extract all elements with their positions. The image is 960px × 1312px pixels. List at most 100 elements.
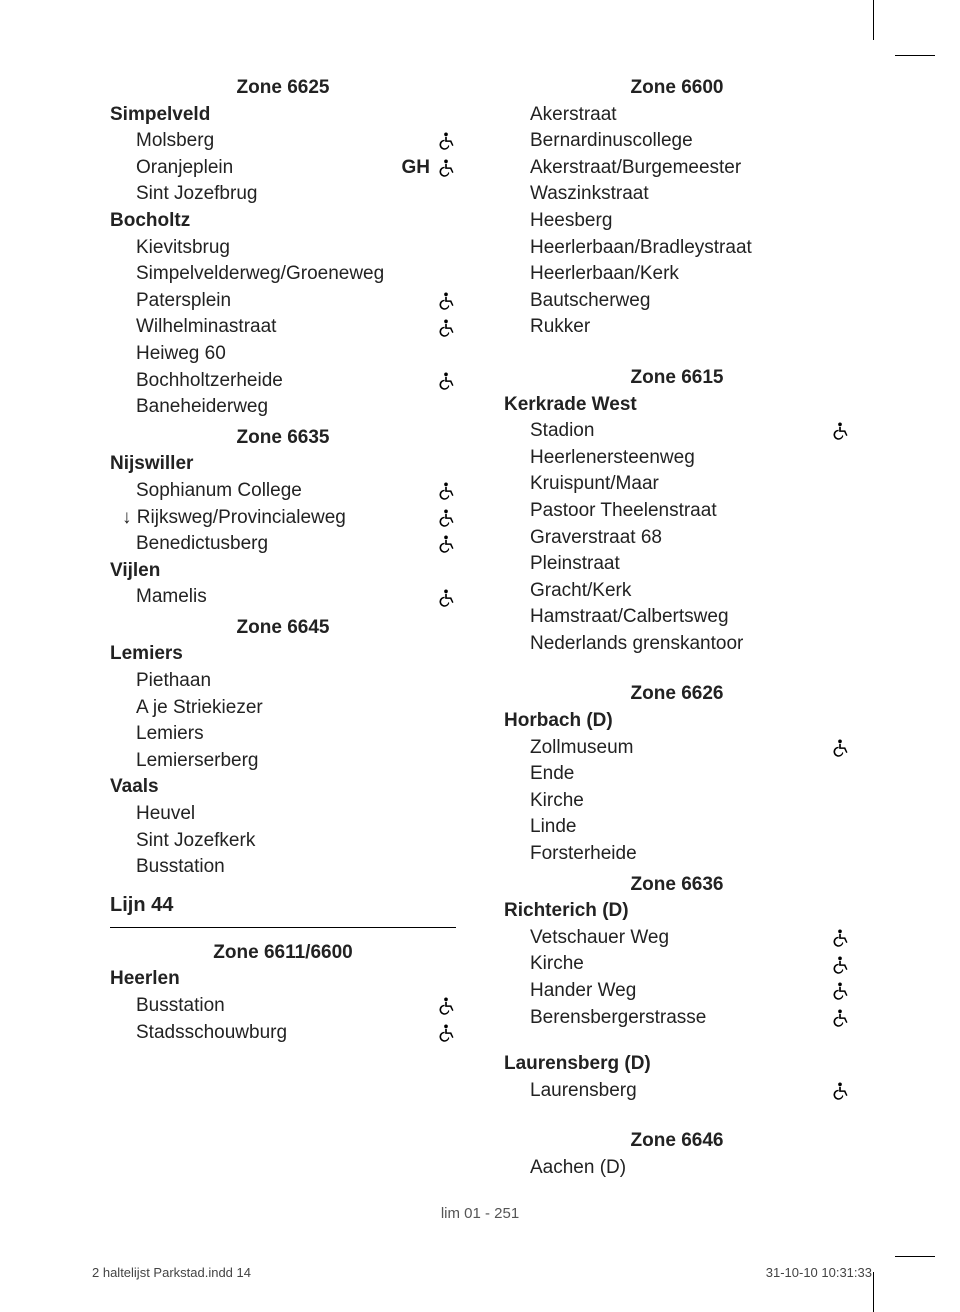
zone-header: Zone 6625	[110, 75, 456, 102]
line-heading: Lijn 44	[110, 891, 456, 919]
wheelchair-icon	[830, 981, 850, 1001]
stop-tag	[436, 481, 456, 501]
stop-name: Wilhelminastraat	[110, 314, 436, 341]
stop-name: Lemiers	[110, 721, 456, 748]
stop-row: Stadion	[504, 418, 850, 445]
stop-name: Kruispunt/Maar	[504, 471, 850, 498]
page-content: Zone 6625SimpelveldMolsbergOranjepleinGH…	[110, 75, 850, 1182]
wheelchair-icon	[436, 158, 456, 178]
stop-row: Vetschauer Weg	[504, 925, 850, 952]
stop-row: Akerstraat	[504, 102, 850, 129]
stop-row: Wilhelminastraat	[110, 314, 456, 341]
stop-row: Bochholtzerheide	[110, 368, 456, 395]
spacer	[504, 1104, 850, 1124]
stop-row: Aachen (D)	[504, 1155, 850, 1182]
stop-name: Pleinstraat	[504, 551, 850, 578]
stop-name: Kirche	[504, 788, 850, 815]
stop-row: Kirche	[504, 788, 850, 815]
source-time: 31-10-10 10:31:33	[766, 1265, 872, 1280]
stop-row: Pastoor Theelenstraat	[504, 498, 850, 525]
stop-name: Aachen (D)	[504, 1155, 850, 1182]
stop-name: Benedictusberg	[110, 531, 436, 558]
wheelchair-icon	[830, 738, 850, 758]
stop-tag	[830, 981, 850, 1001]
stop-row: Molsberg	[110, 128, 456, 155]
stop-row: Heerlerbaan/Bradleystraat	[504, 235, 850, 262]
place-name: Vijlen	[110, 558, 456, 585]
stop-name: Sint Jozefkerk	[110, 828, 456, 855]
stop-tag	[830, 421, 850, 441]
stop-row: Hander Weg	[504, 978, 850, 1005]
stop-row: Kievitsbrug	[110, 235, 456, 262]
stop-name: Bautscherweg	[504, 288, 850, 315]
stop-name: ↓ Rijksweg/Provincialeweg	[110, 505, 436, 532]
crop-mark	[895, 55, 935, 56]
spacer	[504, 341, 850, 361]
stop-tag	[436, 534, 456, 554]
stop-name: Stadsschouwburg	[110, 1020, 436, 1047]
stop-row: Graverstraat 68	[504, 525, 850, 552]
stop-row: Heuvel	[110, 801, 456, 828]
place-name: Simpelveld	[110, 102, 456, 129]
wheelchair-icon	[436, 371, 456, 391]
stop-row: Sint Jozefkerk	[110, 828, 456, 855]
place-name: Nijswiller	[110, 451, 456, 478]
stop-name: Zollmuseum	[504, 735, 830, 762]
stop-name: Akerstraat	[504, 102, 850, 129]
footer-text: lim 01 - 251	[0, 1205, 960, 1222]
spacer	[504, 657, 850, 677]
stop-name: Kirche	[504, 951, 830, 978]
stop-row: Patersplein	[110, 288, 456, 315]
spacer	[504, 1031, 850, 1051]
wheelchair-icon	[436, 131, 456, 151]
zone-header: Zone 6645	[110, 615, 456, 642]
stop-row: Kirche	[504, 951, 850, 978]
stop-name: A je Striekiezer	[110, 695, 456, 722]
crop-mark	[873, 1272, 874, 1312]
stop-name: Berensbergerstrasse	[504, 1005, 830, 1032]
left-column: Zone 6625SimpelveldMolsbergOranjepleinGH…	[110, 75, 456, 1182]
stop-row: ↓ Rijksweg/Provincialeweg	[110, 505, 456, 532]
stop-row: Zollmuseum	[504, 735, 850, 762]
zone-header: Zone 6600	[504, 75, 850, 102]
wheelchair-icon	[830, 955, 850, 975]
wheelchair-icon	[830, 928, 850, 948]
place-name: Heerlen	[110, 966, 456, 993]
wheelchair-icon	[436, 508, 456, 528]
stop-row: Hamstraat/Calbertsweg	[504, 604, 850, 631]
wheelchair-icon	[436, 481, 456, 501]
stop-row: Berensbergerstrasse	[504, 1005, 850, 1032]
stop-row: Mamelis	[110, 584, 456, 611]
stop-row: Laurensberg	[504, 1078, 850, 1105]
source-line: 2 haltelijst Parkstad.indd 14 31-10-10 1…	[92, 1265, 872, 1280]
zone-header: Zone 6635	[110, 425, 456, 452]
stop-name: Mamelis	[110, 584, 436, 611]
stop-row: Heiweg 60	[110, 341, 456, 368]
stop-row: Gracht/Kerk	[504, 578, 850, 605]
stop-name: Rukker	[504, 314, 850, 341]
stop-tag	[436, 318, 456, 338]
zone-header: Zone 6611/6600	[110, 940, 456, 967]
stop-name: Busstation	[110, 993, 436, 1020]
wheelchair-icon	[830, 1008, 850, 1028]
stop-row: Bernardinuscollege	[504, 128, 850, 155]
stop-row: Lemierserberg	[110, 748, 456, 775]
stop-row: Nederlands grenskantoor	[504, 631, 850, 658]
stop-tag	[436, 996, 456, 1016]
wheelchair-icon	[830, 421, 850, 441]
stop-name: Nederlands grenskantoor	[504, 631, 850, 658]
stop-tag	[830, 1008, 850, 1028]
stop-name: Akerstraat/Burgemeester	[504, 155, 850, 182]
stop-row: Kruispunt/Maar	[504, 471, 850, 498]
stop-row: Akerstraat/Burgemeester	[504, 155, 850, 182]
wheelchair-icon	[436, 291, 456, 311]
stop-prefix: GH	[402, 155, 431, 182]
stop-tag	[436, 131, 456, 151]
stop-name: Heiweg 60	[110, 341, 456, 368]
stop-name: Waszinkstraat	[504, 181, 850, 208]
stop-name: Vetschauer Weg	[504, 925, 830, 952]
stop-row: Benedictusberg	[110, 531, 456, 558]
place-name: Lemiers	[110, 641, 456, 668]
stop-tag	[830, 738, 850, 758]
stop-tag	[830, 928, 850, 948]
